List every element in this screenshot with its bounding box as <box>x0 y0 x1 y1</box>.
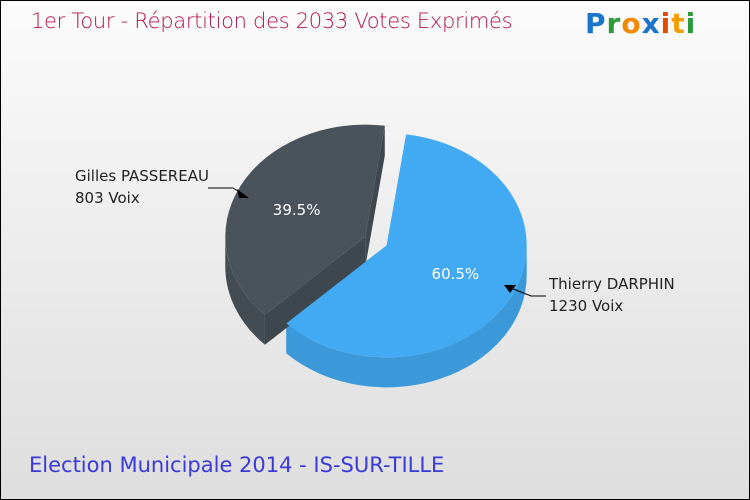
slice-side <box>286 245 527 388</box>
proxiti-logo: Proxiti <box>585 7 697 40</box>
chart-title: 1er Tour - Répartition des 2033 Votes Ex… <box>31 9 513 33</box>
label-thierry-darphin: Thierry DARPHIN 1230 Voix <box>549 273 675 317</box>
slice-wall <box>365 125 385 267</box>
arrow-icon <box>504 285 516 293</box>
percent-label: 60.5% <box>432 265 480 283</box>
arrow-icon <box>237 189 249 198</box>
percent-label: 39.5% <box>273 201 321 219</box>
slice-side <box>225 236 265 345</box>
candidate-votes: 1230 Voix <box>549 297 624 315</box>
leader-line <box>510 287 546 297</box>
pie-slice-0 <box>286 134 527 358</box>
candidate-name: Gilles PASSEREAU <box>75 167 209 185</box>
label-gilles-passereau: Gilles PASSEREAU 803 Voix <box>75 165 209 209</box>
candidate-votes: 803 Voix <box>75 189 140 207</box>
slice-wall <box>264 236 366 345</box>
pie-slice-1 <box>225 124 385 315</box>
candidate-name: Thierry DARPHIN <box>549 275 675 293</box>
election-subtitle: Election Municipale 2014 - IS-SUR-TILLE <box>29 453 445 477</box>
